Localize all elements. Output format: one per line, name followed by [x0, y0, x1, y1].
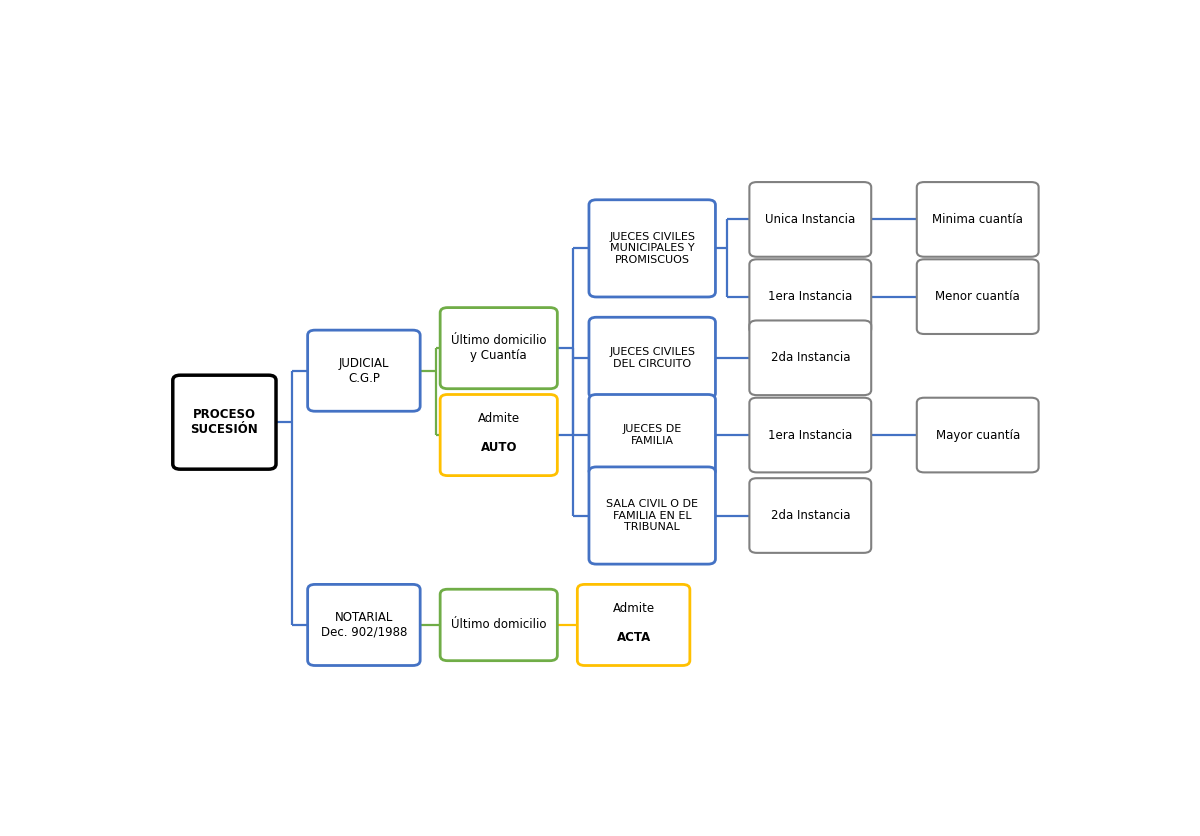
FancyBboxPatch shape [440, 589, 557, 660]
FancyBboxPatch shape [917, 182, 1039, 257]
Text: SALA CIVIL O DE
FAMILIA EN EL
TRIBUNAL: SALA CIVIL O DE FAMILIA EN EL TRIBUNAL [606, 499, 698, 533]
FancyBboxPatch shape [589, 467, 715, 564]
Text: 2da Instancia: 2da Instancia [770, 351, 850, 364]
FancyBboxPatch shape [307, 584, 420, 665]
Text: Último domicilio
y Cuantía: Último domicilio y Cuantía [451, 334, 546, 362]
Text: AUTO: AUTO [480, 441, 517, 455]
Text: Admite: Admite [612, 603, 655, 615]
FancyBboxPatch shape [440, 395, 557, 476]
FancyBboxPatch shape [749, 259, 871, 334]
FancyBboxPatch shape [577, 584, 690, 665]
FancyBboxPatch shape [307, 330, 420, 411]
FancyBboxPatch shape [917, 259, 1039, 334]
Text: JUECES CIVILES
MUNICIPALES Y
PROMISCUOS: JUECES CIVILES MUNICIPALES Y PROMISCUOS [610, 232, 695, 265]
Text: 2da Instancia: 2da Instancia [770, 509, 850, 522]
Text: 1era Instancia: 1era Instancia [768, 429, 852, 441]
FancyBboxPatch shape [589, 395, 715, 476]
Text: Minima cuantía: Minima cuantía [932, 213, 1024, 226]
Text: 1era Instancia: 1era Instancia [768, 290, 852, 303]
FancyBboxPatch shape [749, 182, 871, 257]
FancyBboxPatch shape [917, 398, 1039, 472]
Text: Último domicilio: Último domicilio [451, 619, 546, 631]
Text: Mayor cuantía: Mayor cuantía [936, 429, 1020, 441]
Text: JUECES CIVILES
DEL CIRCUITO: JUECES CIVILES DEL CIRCUITO [610, 347, 695, 369]
FancyBboxPatch shape [173, 375, 276, 469]
Text: ACTA: ACTA [617, 631, 650, 645]
FancyBboxPatch shape [440, 308, 557, 389]
FancyBboxPatch shape [749, 320, 871, 395]
Text: PROCESO
SUCESIÓN: PROCESO SUCESIÓN [191, 408, 258, 436]
FancyBboxPatch shape [589, 317, 715, 399]
Text: JUDICIAL
C.G.P: JUDICIAL C.G.P [338, 357, 389, 385]
Text: Menor cuantía: Menor cuantía [935, 290, 1020, 303]
Text: NOTARIAL
Dec. 902/1988: NOTARIAL Dec. 902/1988 [320, 611, 407, 639]
FancyBboxPatch shape [589, 200, 715, 297]
Text: Unica Instancia: Unica Instancia [766, 213, 856, 226]
Text: Admite: Admite [478, 412, 520, 426]
FancyBboxPatch shape [749, 398, 871, 472]
Text: JUECES DE
FAMILIA: JUECES DE FAMILIA [623, 424, 682, 446]
FancyBboxPatch shape [749, 478, 871, 553]
